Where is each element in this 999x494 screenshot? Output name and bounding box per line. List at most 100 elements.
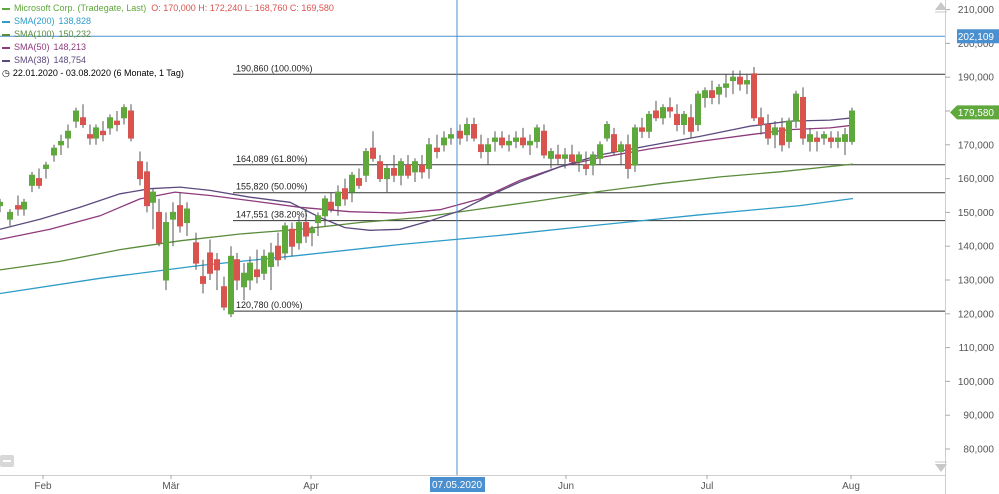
candle-body	[0, 201, 3, 207]
candle-down	[541, 124, 547, 159]
sma100-swatch	[2, 33, 10, 36]
x-tick-label: Feb	[34, 481, 52, 492]
candle-body	[73, 110, 79, 122]
candle-down	[499, 131, 505, 149]
candle-down	[254, 249, 260, 284]
candle-body	[114, 120, 120, 126]
candle-down	[391, 154, 397, 182]
candle-up	[7, 209, 13, 226]
candle-body	[261, 255, 267, 274]
candle-body	[849, 110, 855, 142]
candle-down	[737, 70, 743, 91]
y-tick-label: 150,000	[958, 208, 995, 219]
indicator-sma50[interactable]: SMA(50) 148,213	[2, 41, 334, 54]
candle-down	[100, 121, 106, 142]
candle-body	[207, 252, 213, 274]
scroll-down-icon[interactable]	[935, 464, 947, 472]
candle-body	[412, 161, 418, 173]
sma100-line	[0, 163, 854, 271]
candle-body	[604, 124, 610, 139]
candle-body	[391, 167, 397, 176]
candle-body	[303, 222, 309, 237]
candle-down	[80, 104, 86, 128]
candle-down	[625, 134, 631, 179]
candle-down	[639, 117, 645, 139]
candle-up	[247, 256, 253, 291]
y-tick-label: 130,000	[958, 276, 995, 287]
candle-down	[405, 154, 411, 179]
candle-up	[632, 124, 638, 172]
candle-body	[21, 201, 27, 210]
candle-up	[73, 107, 79, 128]
candle-body	[541, 130, 547, 156]
candle-down	[457, 124, 463, 145]
candle-body	[590, 154, 596, 166]
candle-up	[43, 161, 49, 179]
candle-down	[611, 127, 617, 155]
candle-up	[268, 242, 274, 291]
sma38-value: 148,754	[53, 55, 87, 65]
candle-body	[282, 225, 288, 254]
candle-down	[377, 154, 383, 182]
candle-body	[751, 73, 757, 119]
indicator-sma200[interactable]: SMA(200) 138,828	[2, 15, 334, 28]
candle-up	[513, 131, 519, 149]
candle-body	[356, 178, 362, 186]
candle-up	[492, 131, 498, 152]
candle-up	[384, 165, 390, 193]
candle-body	[506, 140, 512, 146]
candle-body	[170, 211, 176, 220]
candle-down	[667, 97, 673, 118]
crosshair-price-box	[957, 29, 999, 44]
y-tick-label: 110,000	[959, 343, 995, 354]
sma50-label: SMA(50)	[14, 42, 50, 52]
sma100-value: 150,232	[58, 29, 92, 39]
candle-body	[100, 130, 106, 136]
candle-body	[583, 164, 589, 169]
candle-body	[419, 164, 425, 173]
candle-body	[315, 215, 321, 224]
candle-body	[342, 188, 348, 200]
candle-down	[87, 124, 93, 145]
candle-up	[412, 158, 418, 182]
scroll-up-icon[interactable]	[935, 2, 947, 10]
candle-body	[200, 276, 206, 284]
candle-body	[107, 117, 113, 129]
last-price-tag	[950, 105, 999, 120]
y-tick-label: 100,000	[958, 377, 995, 388]
candle-up	[0, 198, 3, 213]
candle-body	[730, 76, 736, 82]
crosshair-price-label: 202,109	[958, 32, 995, 43]
candle-body	[821, 134, 827, 139]
candle-body	[597, 144, 603, 159]
candle-body	[43, 164, 49, 169]
candle-body	[772, 127, 778, 136]
crosshair-date-label: 07.05.2020	[432, 480, 482, 491]
candle-up	[322, 195, 328, 226]
candle-body	[793, 93, 799, 122]
candle-body	[296, 222, 302, 244]
candle-body	[674, 113, 680, 126]
candle-up	[842, 127, 848, 155]
indicator-sma38[interactable]: SMA(38) 148,754	[2, 54, 334, 67]
candle-body	[328, 201, 334, 210]
candle-body	[779, 127, 785, 146]
candle-body	[513, 137, 519, 142]
candle-down	[275, 232, 281, 267]
candle-up	[485, 138, 491, 166]
candle-body	[527, 140, 533, 146]
candle-body	[576, 154, 582, 163]
candle-body	[405, 164, 411, 176]
sma100-label: SMA(100)	[14, 29, 55, 39]
candle-up	[65, 124, 71, 149]
candle-down	[569, 144, 575, 166]
candle-up	[807, 127, 813, 152]
candle-body	[632, 127, 638, 166]
indicator-sma100[interactable]: SMA(100) 150,232	[2, 28, 334, 41]
y-tick-label: 190,000	[958, 73, 995, 84]
candle-body	[377, 161, 383, 180]
candle-up	[282, 222, 288, 260]
candle-down	[828, 131, 834, 149]
